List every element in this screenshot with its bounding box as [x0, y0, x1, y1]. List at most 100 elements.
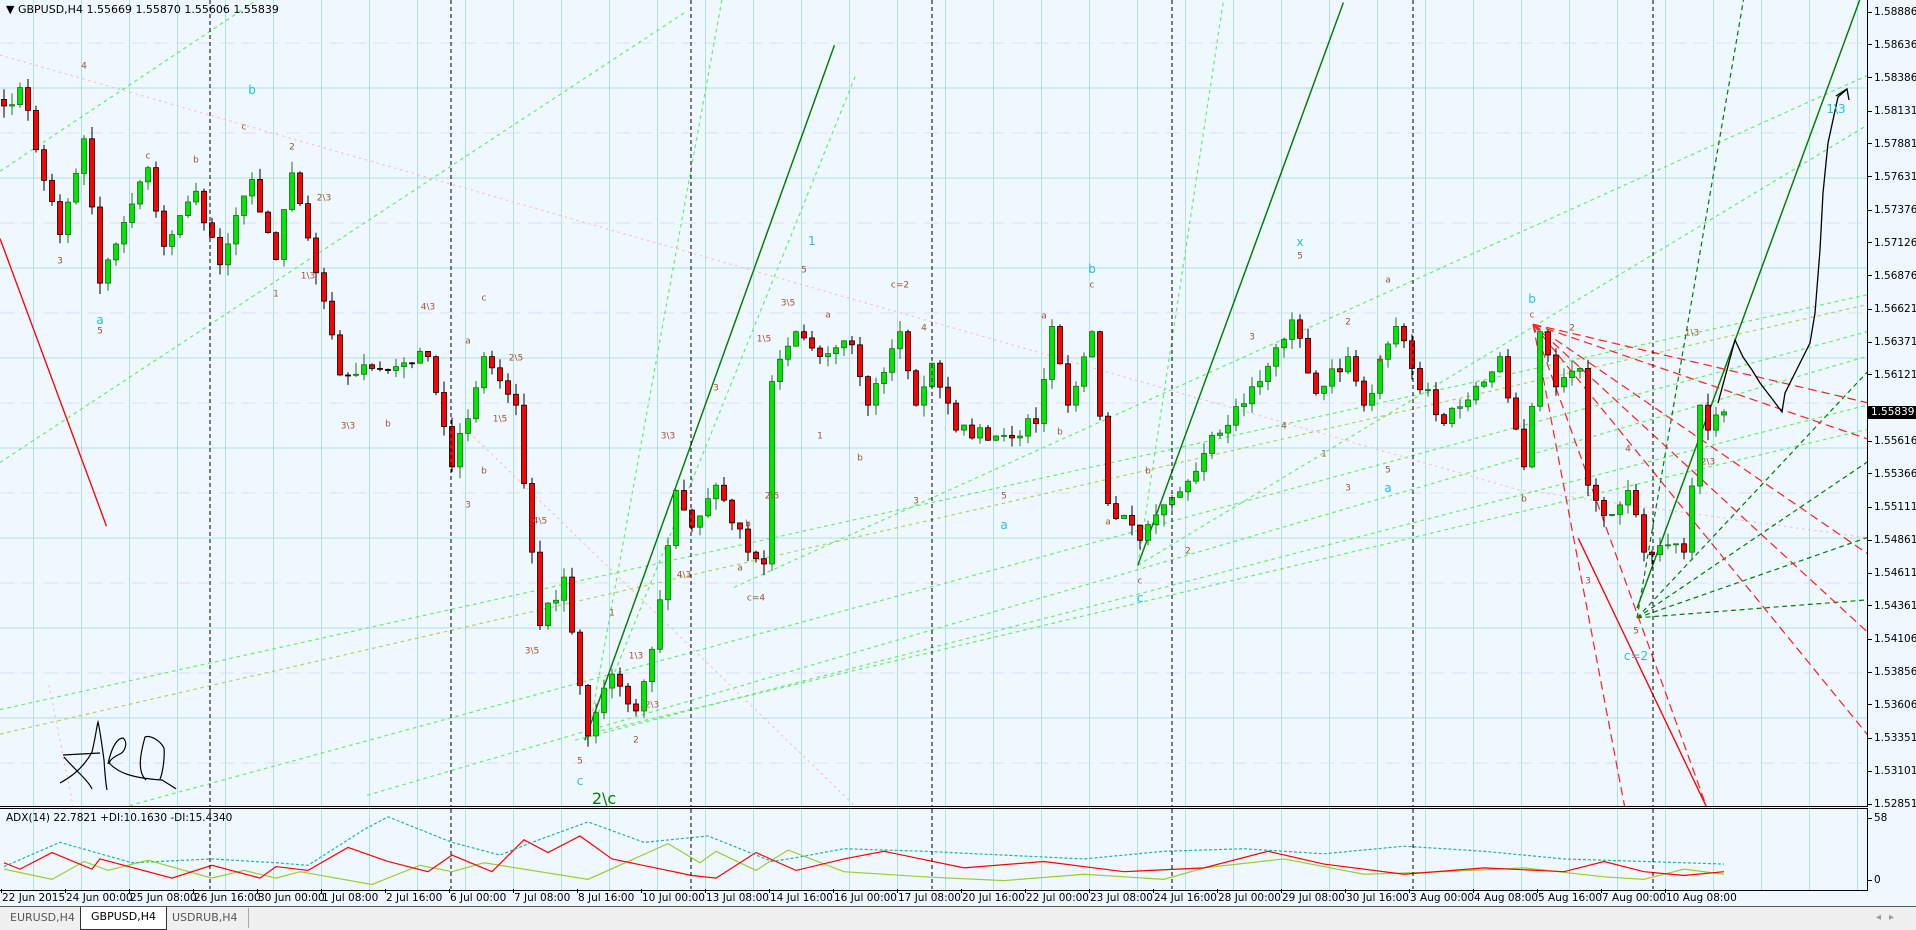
wave-label[interactable]: 1\5	[492, 414, 508, 425]
wave-label[interactable]: c	[241, 122, 247, 133]
wave-label[interactable]: 4\3	[420, 302, 436, 313]
wave-label[interactable]: 1\5	[756, 334, 772, 345]
wave-label[interactable]: c=2	[890, 280, 910, 291]
wave-label[interactable]: c	[1136, 591, 1144, 606]
wave-label[interactable]: c=4	[746, 593, 766, 604]
fan-line[interactable]	[1636, 536, 1867, 619]
trendline[interactable]	[586, 0, 723, 741]
wave-label[interactable]: c	[576, 773, 584, 788]
wave-label[interactable]: a	[96, 312, 104, 327]
fan-line[interactable]	[1636, 0, 1745, 618]
wave-label[interactable]: 3	[1585, 576, 1591, 587]
light-green-trendlines[interactable]	[0, 0, 1867, 806]
wave-label[interactable]: a	[1105, 517, 1111, 528]
wave-label[interactable]: x	[1296, 235, 1304, 250]
adx-indicator-pane[interactable]: ADX(14) 22.7821 +DI:10.1630 -DI:15.4340	[0, 808, 1868, 891]
wave-label[interactable]: b	[1528, 291, 1536, 306]
wave-label[interactable]: 4	[1377, 355, 1383, 366]
wave-label[interactable]: 3	[1249, 332, 1255, 343]
wave-label[interactable]: 5	[801, 265, 807, 276]
scroll-right-icon[interactable]: ▸	[1888, 912, 1902, 923]
wave-label[interactable]: 3	[713, 383, 719, 394]
chart-window[interactable]: b a c 1 b a c x a b c=2 1\3 2\c 4 3 5 c b c 2 2\3 1\3 1 4\3 c 2\5…	[0, 0, 1916, 906]
fan-line[interactable]	[1532, 323, 1867, 740]
wave-label[interactable]: 2\3	[1700, 457, 1716, 468]
wave-label[interactable]: 5	[1297, 251, 1303, 262]
trendline[interactable]	[574, 404, 1867, 741]
wave-label[interactable]: c	[1089, 280, 1095, 291]
wave-label[interactable]: 2	[289, 142, 295, 153]
wave-label[interactable]: 5	[1001, 491, 1007, 502]
price-chart-pane[interactable]: b a c 1 b a c x a b c=2 1\3 2\c 4 3 5 c b c 2 2\3 1\3 1 4\3 c 2\5…	[0, 0, 1868, 807]
wave-label[interactable]: 2\5	[508, 353, 524, 364]
wave-label[interactable]: 4	[81, 61, 87, 72]
wave-label[interactable]: 4	[921, 323, 927, 334]
wave-label[interactable]: a	[825, 310, 831, 321]
drawn-objects-layer[interactable]	[0, 0, 1867, 806]
trendline[interactable]	[48, 685, 74, 806]
wave-label[interactable]: a	[1384, 480, 1392, 495]
wave-label[interactable]: b	[385, 419, 391, 430]
trendline[interactable]	[1577, 538, 1707, 806]
red-solid-trendlines[interactable]	[0, 238, 1707, 806]
fan-line[interactable]	[1532, 324, 1707, 806]
trendline[interactable]	[0, 11, 686, 463]
trendline[interactable]	[464, 427, 857, 806]
wave-label[interactable]: a	[737, 563, 743, 574]
wave-label[interactable]: 1\3	[300, 271, 316, 282]
wave-label[interactable]: 3	[465, 500, 471, 511]
wave-label[interactable]: 2\5	[764, 491, 780, 502]
wave-label[interactable]: a	[1000, 517, 1008, 532]
wave-label[interactable]: c=2	[1623, 648, 1649, 663]
wave-label[interactable]: 5	[577, 756, 583, 767]
tab-scroll-arrows[interactable]: ◂▸	[1876, 912, 1902, 923]
fan-line[interactable]	[1636, 459, 1867, 619]
wave-label[interactable]: 1	[1321, 449, 1327, 460]
wave-label[interactable]: 4	[1281, 421, 1287, 432]
trendline[interactable]	[0, 0, 258, 172]
wave-label[interactable]: b	[1145, 466, 1151, 477]
wave-label[interactable]: b	[857, 453, 863, 464]
wave-label[interactable]: 2\3	[316, 193, 332, 204]
wave-label[interactable]: 3\5	[524, 646, 540, 657]
wave-label[interactable]: 3	[913, 496, 919, 507]
wave-label[interactable]: 1	[273, 289, 279, 300]
trendline[interactable]	[366, 355, 1867, 796]
price-axis[interactable]: 1.55839 58 0 1.58886 1.58636 1.58386 1.5813…	[1868, 0, 1916, 890]
wave-label[interactable]: 4	[1625, 444, 1631, 455]
wave-label[interactable]: 2	[633, 735, 639, 746]
fan-line[interactable]	[1636, 367, 1867, 619]
wave-label[interactable]: b	[193, 155, 199, 166]
wave-label[interactable]: b	[481, 466, 487, 477]
time-axis[interactable]: 22 Jun 2015 24 Jun 00:00 25 Jun 08:00 26 Ju…	[0, 889, 1867, 906]
trendline[interactable]	[122, 330, 1867, 806]
yellow-green-trendline[interactable]	[0, 303, 1867, 735]
wave-label[interactable]: 1\3	[628, 651, 644, 662]
hand-drawn-forecast-arrow[interactable]	[1717, 88, 1848, 414]
wave-label[interactable]: 2\c	[591, 788, 617, 807]
fan-line[interactable]	[1532, 323, 1867, 404]
wave-label[interactable]: 4\5	[532, 516, 548, 527]
wave-label[interactable]: b	[745, 519, 751, 530]
tab-usdrub[interactable]: USDRUB,H4	[162, 908, 249, 928]
trendline[interactable]	[586, 73, 858, 741]
wave-label[interactable]: 2	[1345, 317, 1351, 327]
green-dashed-fan[interactable]	[1636, 0, 1867, 619]
wave-label[interactable]: c	[145, 151, 151, 162]
tab-eurusd[interactable]: EURUSD,H4	[0, 908, 86, 928]
wave-label[interactable]: b	[1521, 494, 1527, 505]
trendline[interactable]	[733, 73, 1867, 588]
wave-label[interactable]: 1	[609, 608, 615, 619]
wave-label[interactable]: b	[1088, 261, 1096, 276]
wave-label[interactable]: 3\5	[780, 298, 796, 309]
wave-label[interactable]: b	[1057, 427, 1063, 438]
wave-label[interactable]: 1	[808, 234, 816, 249]
wave-label[interactable]: 5	[1385, 465, 1391, 476]
wave-label[interactable]: a	[1385, 275, 1391, 285]
wave-label[interactable]: a	[1041, 311, 1047, 322]
wave-label[interactable]: 3\3	[660, 431, 676, 442]
tab-gbpusd[interactable]: GBPUSD,H4	[80, 907, 167, 930]
wave-label[interactable]: 1\3	[1684, 328, 1700, 339]
fan-line[interactable]	[1532, 323, 1867, 440]
wave-label[interactable]: b	[248, 83, 256, 98]
